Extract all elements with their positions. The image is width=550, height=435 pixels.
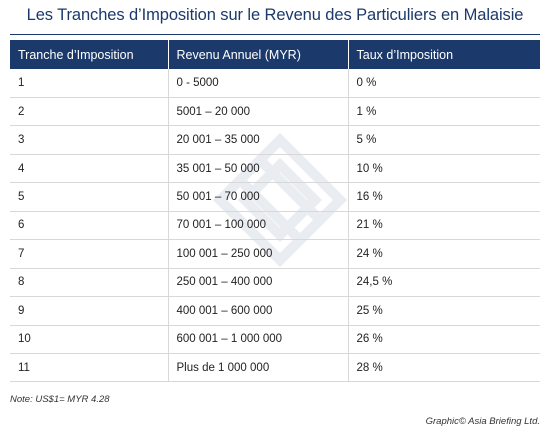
table-row: 9 400 001 – 600 000 25 %	[10, 296, 540, 326]
table-row: 4 35 001 – 50 000 10 %	[10, 154, 540, 184]
cell-income: 100 001 – 250 000	[168, 239, 349, 269]
cell-bracket: 6	[10, 211, 169, 241]
title-divider	[10, 34, 540, 35]
header-bracket: Tranche d’Imposition	[10, 40, 169, 69]
cell-bracket: 7	[10, 239, 169, 269]
cell-bracket: 2	[10, 97, 169, 127]
cell-bracket: 5	[10, 182, 169, 212]
cell-income: 20 001 – 35 000	[168, 125, 349, 155]
table-header-row: Tranche d’Imposition Revenu Annuel (MYR)…	[10, 40, 540, 69]
header-annual-income: Revenu Annuel (MYR)	[168, 40, 349, 69]
cell-rate: 26 %	[348, 325, 540, 354]
cell-rate: 1 %	[348, 97, 540, 127]
table-row: 1 0 - 5000 0 %	[10, 69, 540, 98]
cell-rate: 16 %	[348, 182, 540, 212]
cell-rate: 10 %	[348, 154, 540, 184]
cell-bracket: 4	[10, 154, 169, 184]
table-row: 3 20 001 – 35 000 5 %	[10, 125, 540, 155]
cell-income: 250 001 – 400 000	[168, 268, 349, 298]
cell-bracket: 9	[10, 296, 169, 326]
cell-rate: 24,5 %	[348, 268, 540, 298]
cell-income: Plus de 1 000 000	[168, 353, 349, 383]
cell-income: 600 001 – 1 000 000	[168, 325, 349, 354]
header-tax-rate: Taux d’Imposition	[348, 40, 540, 69]
cell-income: 50 001 – 70 000	[168, 182, 349, 212]
currency-note: Note: US$1= MYR 4.28	[10, 394, 110, 405]
table-row: 5 50 001 – 70 000 16 %	[10, 182, 540, 212]
cell-rate: 21 %	[348, 211, 540, 241]
table-row: 8 250 001 – 400 000 24,5 %	[10, 268, 540, 298]
table-row: 10 600 001 – 1 000 000 26 %	[10, 325, 540, 354]
cell-bracket: 10	[10, 325, 169, 354]
cell-income: 70 001 – 100 000	[168, 211, 349, 241]
cell-income: 400 001 – 600 000	[168, 296, 349, 326]
cell-income: 5001 – 20 000	[168, 97, 349, 127]
cell-rate: 25 %	[348, 296, 540, 326]
cell-rate: 24 %	[348, 239, 540, 269]
cell-rate: 0 %	[348, 69, 540, 98]
table-row: 2 5001 – 20 000 1 %	[10, 97, 540, 127]
cell-bracket: 8	[10, 268, 169, 298]
page-title: Les Tranches d’Imposition sur le Revenu …	[26, 6, 524, 24]
tax-bracket-table: Tranche d’Imposition Revenu Annuel (MYR)…	[10, 40, 540, 383]
cell-rate: 5 %	[348, 125, 540, 155]
graphic-credit: Graphic© Asia Briefing Ltd.	[425, 416, 540, 427]
cell-bracket: 11	[10, 353, 169, 383]
cell-income: 0 - 5000	[168, 69, 349, 98]
cell-rate: 28 %	[348, 353, 540, 383]
cell-income: 35 001 – 50 000	[168, 154, 349, 184]
table-row: 11 Plus de 1 000 000 28 %	[10, 353, 540, 383]
table-row: 6 70 001 – 100 000 21 %	[10, 211, 540, 241]
cell-bracket: 1	[10, 69, 169, 98]
cell-bracket: 3	[10, 125, 169, 155]
table-row: 7 100 001 – 250 000 24 %	[10, 239, 540, 269]
